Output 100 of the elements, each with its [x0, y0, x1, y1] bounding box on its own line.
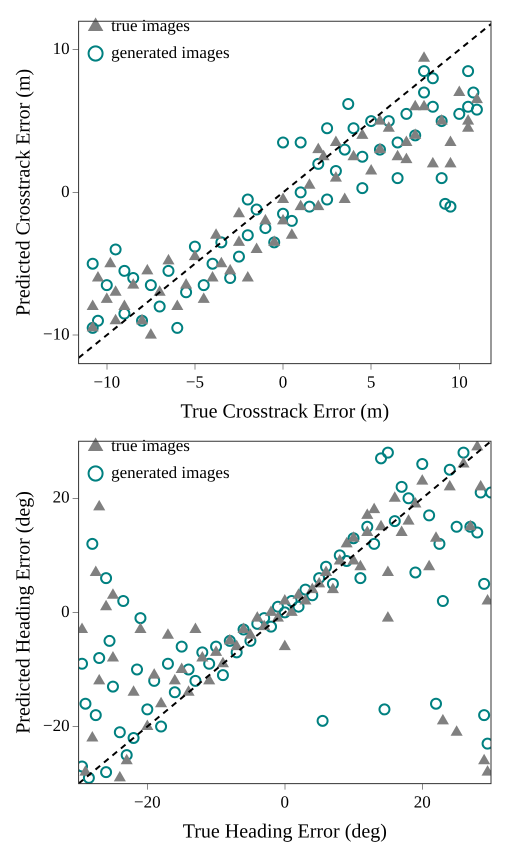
- point: [136, 314, 148, 327]
- point: [418, 65, 430, 78]
- point: [462, 115, 474, 125]
- point: [462, 65, 474, 78]
- point: [110, 286, 121, 296]
- point: [303, 200, 316, 213]
- point: [286, 229, 298, 239]
- point: [445, 158, 456, 168]
- point: [154, 300, 166, 313]
- point: [366, 165, 376, 174]
- point: [100, 279, 113, 292]
- point: [250, 204, 263, 216]
- point: [242, 229, 254, 242]
- x-tick-label: 10: [450, 372, 468, 392]
- legend-label: true images: [111, 436, 190, 455]
- legend-label: generated images: [111, 42, 230, 62]
- point: [295, 200, 306, 210]
- point: [92, 272, 104, 282]
- point: [392, 172, 404, 184]
- point: [144, 279, 157, 292]
- point: [224, 264, 236, 274]
- point: [445, 136, 456, 146]
- point: [374, 115, 386, 125]
- point: [312, 200, 324, 210]
- point: [312, 158, 324, 170]
- point: [278, 214, 288, 224]
- point: [356, 182, 368, 194]
- point: [172, 300, 183, 310]
- point: [163, 254, 174, 264]
- point: [251, 243, 262, 253]
- y-tick-label: −10: [42, 324, 70, 344]
- x-tick-label: 20: [414, 792, 431, 812]
- point: [418, 100, 430, 110]
- point: [330, 136, 342, 146]
- point: [382, 115, 395, 128]
- point: [365, 115, 378, 128]
- point: [242, 194, 254, 206]
- point: [304, 179, 315, 189]
- point: [86, 322, 99, 334]
- point: [374, 144, 386, 156]
- point: [268, 236, 280, 248]
- point: [180, 279, 192, 289]
- point: [454, 86, 465, 96]
- y-tick-label: −20: [42, 716, 70, 735]
- point: [383, 122, 394, 132]
- point: [428, 158, 438, 168]
- point: [234, 208, 244, 218]
- point: [462, 100, 474, 113]
- x-tick-label: 0: [278, 372, 288, 392]
- y-tick-label: 20: [52, 488, 70, 507]
- point: [348, 122, 360, 134]
- point: [232, 250, 245, 263]
- point: [207, 272, 218, 282]
- point: [410, 100, 421, 110]
- point: [436, 115, 448, 128]
- point: [467, 86, 480, 99]
- point: [409, 129, 422, 142]
- y-tick-label: 0: [61, 602, 70, 621]
- point: [286, 214, 298, 227]
- y-axis-title: Predicted Crosstrack Error (m): [12, 68, 34, 316]
- x-axis-title: True Heading Error (deg): [182, 820, 387, 842]
- point: [418, 52, 430, 62]
- point: [268, 236, 280, 246]
- point: [278, 194, 288, 204]
- point: [215, 236, 228, 248]
- point: [294, 136, 307, 148]
- point: [321, 194, 334, 206]
- point: [436, 115, 447, 125]
- point: [128, 279, 139, 289]
- point: [401, 154, 412, 164]
- point: [444, 200, 456, 213]
- point: [374, 144, 386, 154]
- point: [436, 172, 448, 184]
- x-axis-title: True Crosstrack Error (m): [180, 400, 390, 422]
- point: [318, 150, 329, 160]
- point: [426, 100, 439, 113]
- x-tick-label: 0: [280, 792, 290, 812]
- point: [92, 314, 104, 327]
- x-tick-label: −10: [93, 372, 120, 392]
- point: [294, 186, 307, 198]
- point: [342, 98, 354, 110]
- point: [472, 94, 482, 104]
- point: [216, 258, 227, 268]
- point: [142, 264, 153, 274]
- point: [410, 129, 421, 139]
- point: [127, 272, 140, 284]
- point: [119, 300, 130, 310]
- point: [277, 136, 290, 148]
- y-tick-label: 10: [52, 39, 70, 58]
- point: [162, 264, 174, 277]
- point: [392, 150, 403, 160]
- y-axis-title: Predicted Heading Error (deg): [12, 491, 34, 734]
- point: [242, 272, 254, 282]
- point: [118, 264, 130, 277]
- point: [198, 293, 210, 303]
- point: [356, 150, 368, 163]
- point: [418, 86, 430, 99]
- point: [401, 136, 412, 146]
- point: [357, 129, 368, 139]
- point: [312, 144, 324, 154]
